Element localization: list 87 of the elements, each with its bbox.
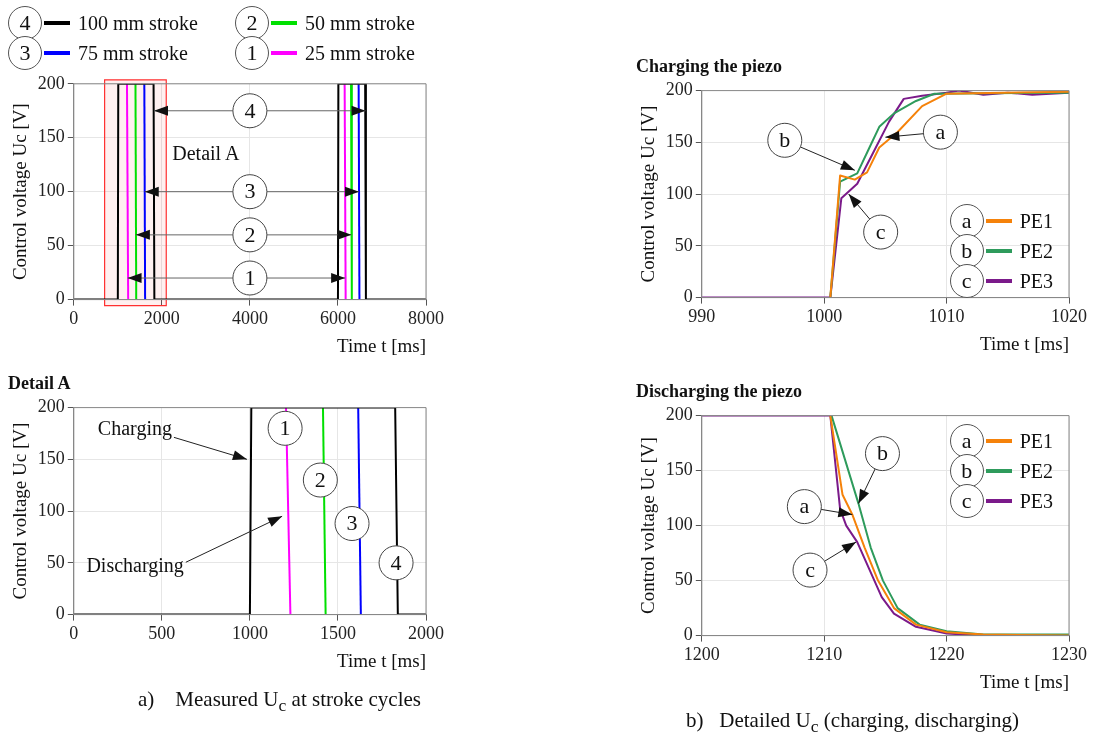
annotation: 1 <box>244 264 256 290</box>
y-axis-title: Control voltage Uc [V] <box>9 103 31 281</box>
annotation: 2 <box>244 221 256 247</box>
x-tick-label: 500 <box>148 623 176 644</box>
annotation: c <box>805 556 816 582</box>
y-axis-title: Control voltage Uc [V] <box>637 105 659 283</box>
circle-badge: b <box>949 234 984 268</box>
legend-label: 75 mm stroke <box>78 41 188 65</box>
x-tick-label: 2000 <box>143 308 180 329</box>
annotation: a <box>799 493 810 519</box>
annotation: 4 <box>390 549 402 575</box>
x-axis-title: Time t [ms] <box>979 670 1069 692</box>
x-tick-label: 2000 <box>408 623 444 644</box>
x-tick-label: 1200 <box>683 644 720 665</box>
annotation: Charging <box>97 416 172 440</box>
annotation: b <box>779 127 791 153</box>
x-tick-label: 1010 <box>928 306 965 327</box>
circle-badge: c <box>949 264 984 298</box>
y-tick-label: 0 <box>55 603 65 624</box>
x-axis-title: Time t [ms] <box>336 334 426 356</box>
chart-title: Charging the piezo <box>636 56 782 77</box>
x-tick-label: 1020 <box>1051 306 1087 327</box>
y-tick-label: 0 <box>55 288 65 309</box>
annotation: 4 <box>244 97 256 123</box>
x-axis-title: Time t [ms] <box>979 332 1069 354</box>
circle-badge: 2 <box>235 6 269 40</box>
circle-badge: a <box>949 204 984 238</box>
circle-badge: a <box>949 424 984 458</box>
y-tick-label: 100 <box>37 180 65 201</box>
annotation: 3 <box>346 510 358 536</box>
y-tick-label: 50 <box>674 569 693 590</box>
y-axis-title: Control voltage Uc [V] <box>637 437 659 614</box>
y-tick-label: 150 <box>665 131 693 152</box>
text: a) Measured U$_{c}$ at stroke cycles <box>138 687 422 717</box>
annotation: b <box>876 440 888 466</box>
x-tick-label: 0 <box>69 623 79 644</box>
y-tick-label: 150 <box>665 459 693 480</box>
legend-label: 100 mm stroke <box>78 11 198 35</box>
y-tick-label: 150 <box>37 448 65 469</box>
x-tick-label: 1500 <box>319 623 356 644</box>
y-tick-label: 100 <box>665 514 693 535</box>
annotation: c <box>875 218 886 244</box>
band-label: Detail A <box>172 142 241 165</box>
y-tick-label: 100 <box>37 499 65 520</box>
annotation: Discharging <box>86 553 184 577</box>
annotation: 2 <box>314 466 326 492</box>
x-tick-label: 1210 <box>806 644 843 665</box>
x-axis-title: Time t [ms] <box>336 649 426 671</box>
y-tick-label: 50 <box>674 234 693 255</box>
legend-label: PE3 <box>1019 489 1053 513</box>
text: b) Detailed U$_{c}$ (charging, discharging) <box>686 708 1020 738</box>
y-tick-label: 200 <box>665 79 693 100</box>
legend-label: PE1 <box>1019 209 1053 233</box>
x-tick-label: 990 <box>688 306 716 327</box>
legend-label: 50 mm stroke <box>305 11 415 35</box>
x-tick-label: 1000 <box>806 306 843 327</box>
y-tick-label: 50 <box>46 234 65 255</box>
legend-label: PE2 <box>1019 459 1053 483</box>
x-tick-label: 1000 <box>231 623 268 644</box>
circle-badge: 4 <box>8 6 42 40</box>
circle-badge: c <box>949 484 984 518</box>
circle-badge: 3 <box>8 36 42 70</box>
x-tick-label: 0 <box>69 308 79 329</box>
annotation: 3 <box>244 178 256 204</box>
y-tick-label: 50 <box>46 551 65 572</box>
legend-label: PE2 <box>1019 239 1053 263</box>
y-axis-title: Control voltage Uc [V] <box>9 422 31 600</box>
y-tick-label: 200 <box>37 396 65 417</box>
circle-badge: 1 <box>235 36 269 70</box>
y-tick-label: 200 <box>665 404 693 425</box>
annotation: a <box>935 118 946 144</box>
x-tick-label: 1220 <box>928 644 965 665</box>
y-tick-label: 150 <box>37 126 65 147</box>
y-tick-label: 0 <box>683 286 693 307</box>
x-tick-label: 4000 <box>231 308 268 329</box>
x-tick-label: 8000 <box>408 308 444 329</box>
circle-badge: b <box>949 454 984 488</box>
x-tick-label: 1230 <box>1051 644 1087 665</box>
y-tick-label: 200 <box>37 72 65 93</box>
x-tick-label: 6000 <box>319 308 356 329</box>
legend-label: PE1 <box>1019 429 1053 453</box>
legend-label: 25 mm stroke <box>305 41 415 65</box>
chart-title: Discharging the piezo <box>636 381 802 402</box>
chart-title: Detail A <box>8 373 71 394</box>
y-tick-label: 100 <box>665 182 693 203</box>
legend-label: PE3 <box>1019 269 1053 293</box>
annotation: 1 <box>279 415 291 441</box>
